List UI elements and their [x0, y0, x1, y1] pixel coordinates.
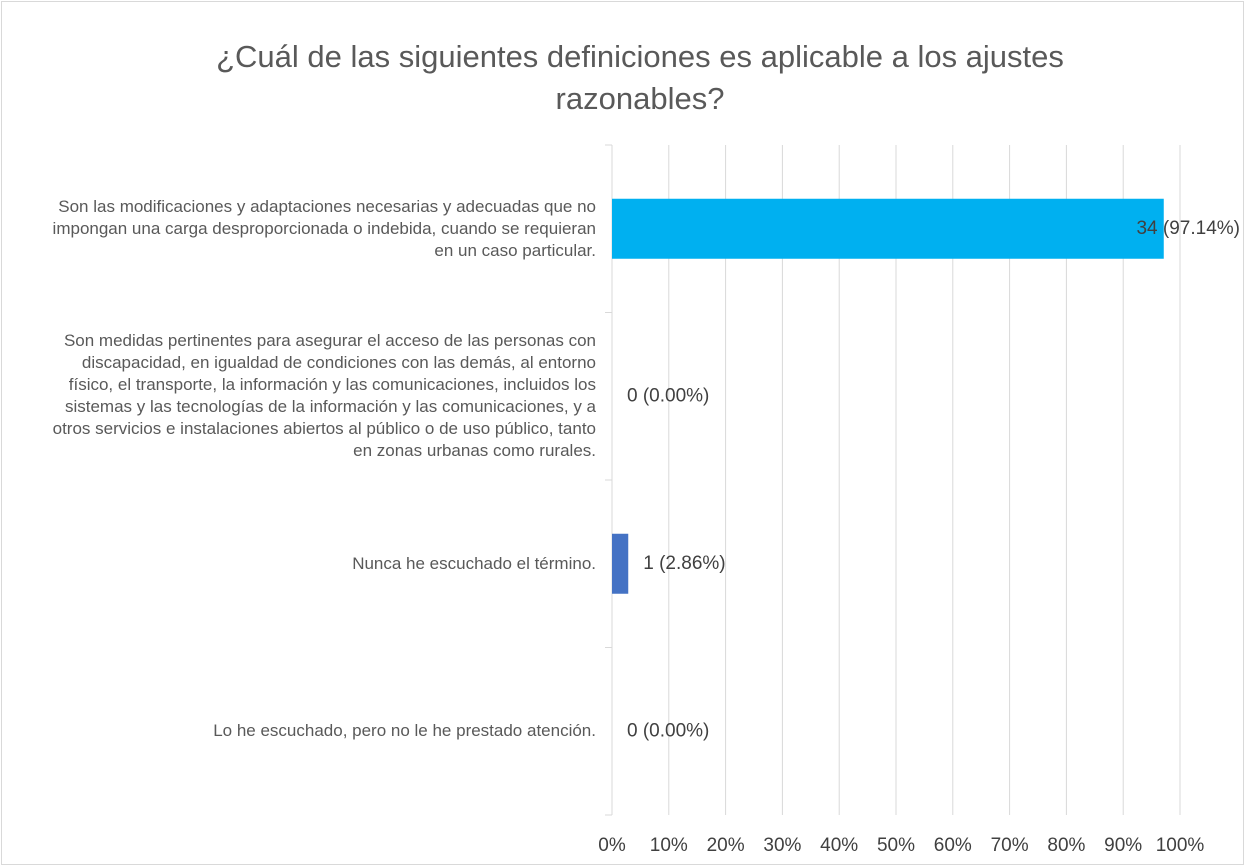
value-label: 0 (0.00%): [627, 385, 709, 406]
category-label: Son medidas pertinentes para asegurar el…: [52, 331, 596, 461]
category-label: Nunca he escuchado el término.: [352, 553, 596, 573]
x-tick-label: 80%: [1047, 835, 1085, 856]
x-tick-label: 60%: [934, 835, 972, 856]
x-tick-label: 10%: [650, 835, 688, 856]
x-tick-label: 40%: [820, 835, 858, 856]
value-label: 1 (2.86%): [643, 553, 725, 574]
category-label: Son las modificaciones y adaptaciones ne…: [52, 196, 596, 260]
x-tick-label: 70%: [991, 835, 1029, 856]
value-label: 0 (0.00%): [627, 720, 709, 741]
x-tick-label: 100%: [1156, 835, 1205, 856]
x-tick-label: 90%: [1104, 835, 1142, 856]
x-tick-label: 20%: [707, 835, 745, 856]
x-tick-label: 30%: [763, 835, 801, 856]
x-tick-label: 50%: [877, 835, 915, 856]
value-label: 34 (97.14%): [1136, 218, 1240, 239]
bar: [612, 533, 629, 594]
chart-title: ¿Cuál de las siguientes definiciones es …: [216, 39, 1064, 116]
bar: [612, 198, 1164, 259]
x-tick-label: 0%: [598, 835, 626, 856]
category-label: Lo he escuchado, pero no le he prestado …: [213, 721, 596, 741]
